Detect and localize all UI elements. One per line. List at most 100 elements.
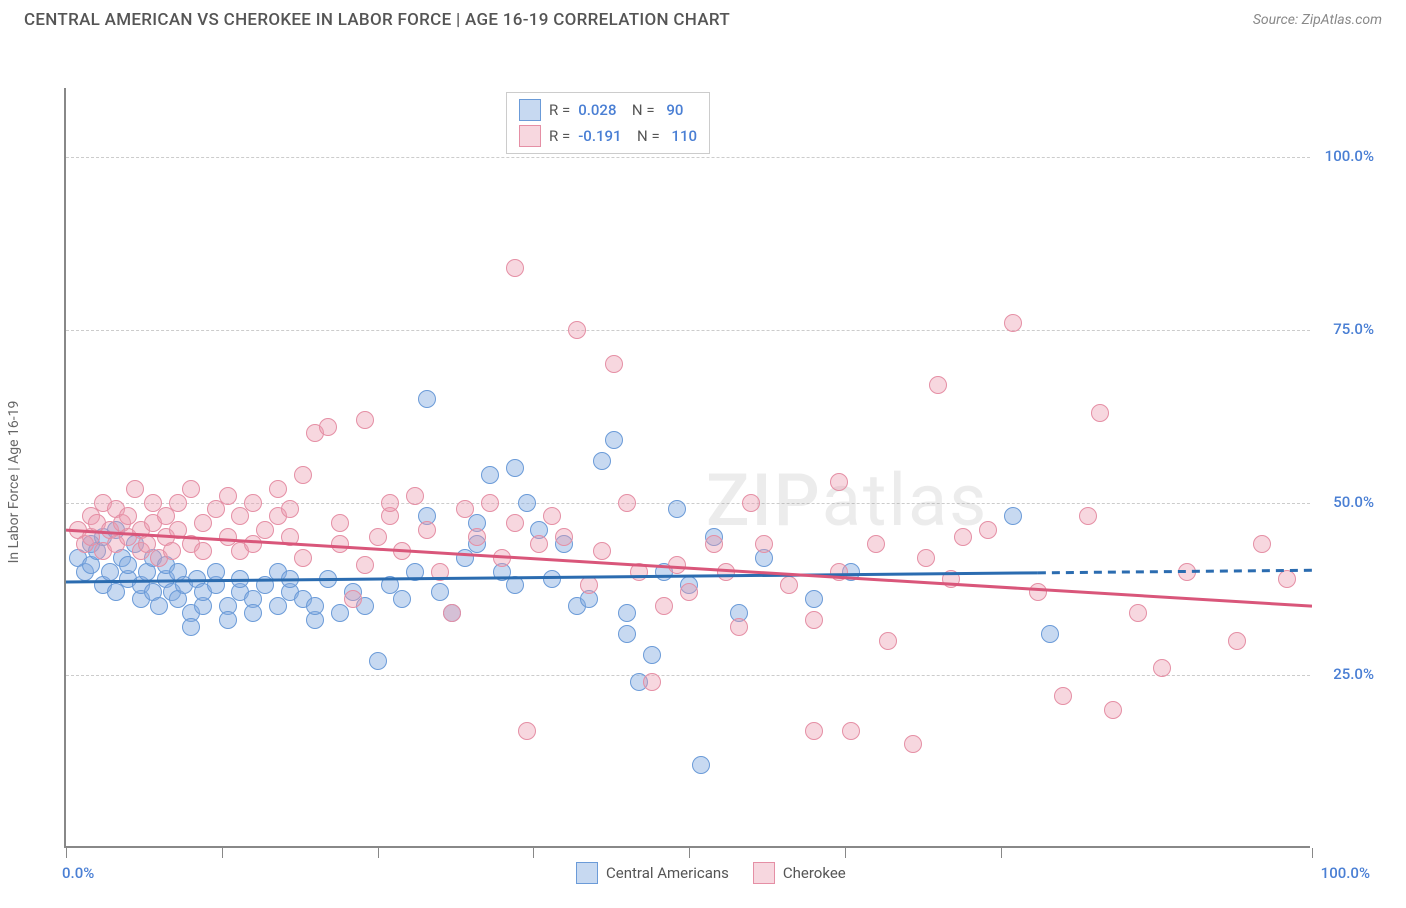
scatter-point [1228,632,1246,650]
scatter-point [1278,570,1296,588]
x-tick [845,848,846,858]
scatter-point [369,528,387,546]
scatter-point [306,597,324,615]
legend-row: R = 0.028 N = 90 [515,97,701,123]
series-name: Cherokee [783,864,846,882]
scatter-point [1004,507,1022,525]
scatter-point [618,494,636,512]
scatter-point [867,535,885,553]
scatter-point [1153,659,1171,677]
scatter-point [705,535,723,553]
x-tick-label: 0.0% [62,864,94,882]
scatter-point [630,563,648,581]
scatter-point [618,604,636,622]
scatter-point [244,494,262,512]
scatter-point [879,632,897,650]
scatter-point [319,570,337,588]
scatter-point [580,576,598,594]
n-label: N = [630,127,660,145]
scatter-point [443,604,461,622]
scatter-point [119,556,137,574]
gridline [66,675,1310,676]
scatter-point [1091,404,1109,422]
correlation-legend: R = 0.028 N = 90R = -0.191 N = 110 [506,92,710,154]
scatter-point [331,514,349,532]
scatter-point [655,597,673,615]
scatter-point [356,556,374,574]
scatter-point [344,590,362,608]
x-tick [533,848,534,858]
plot-area: 25.0%50.0%75.0%100.0%0.0%100.0%ZIPatlasR… [64,88,1310,848]
scatter-point [680,583,698,601]
scatter-point [169,494,187,512]
scatter-point [369,652,387,670]
y-tick-label: 25.0% [1333,665,1374,683]
scatter-point [269,480,287,498]
legend-item: Central Americans [576,862,729,884]
n-value: 110 [668,127,697,145]
scatter-point [780,576,798,594]
scatter-point [456,500,474,518]
scatter-point [182,618,200,636]
series-legend: Central Americans Cherokee [576,862,846,884]
scatter-point [182,480,200,498]
scatter-point [150,597,168,615]
scatter-point [954,528,972,546]
scatter-point [231,570,249,588]
scatter-point [1079,507,1097,525]
scatter-point [381,494,399,512]
scatter-point [281,528,299,546]
x-tick-label: 100.0% [1321,864,1370,882]
scatter-point [281,570,299,588]
scatter-point [979,521,997,539]
scatter-point [244,535,262,553]
n-value: 90 [663,101,684,119]
x-tick [66,848,67,858]
legend-swatch [519,125,541,147]
scatter-point [219,487,237,505]
scatter-point [942,570,960,588]
scatter-point [805,611,823,629]
scatter-point [568,321,586,339]
y-tick-label: 100.0% [1325,147,1374,165]
scatter-point [755,535,773,553]
scatter-point [256,521,274,539]
scatter-point [506,514,524,532]
scatter-point [1029,583,1047,601]
scatter-point [244,604,262,622]
scatter-point [1178,563,1196,581]
scatter-point [605,355,623,373]
scatter-point [331,604,349,622]
y-axis-label: In Labor Force | Age 16-19 [6,401,22,564]
scatter-point [126,480,144,498]
scatter-point [406,563,424,581]
scatter-point [917,549,935,567]
n-label: N = [624,101,654,119]
scatter-point [1054,687,1072,705]
scatter-point [668,556,686,574]
x-tick [1001,848,1002,858]
scatter-point [194,514,212,532]
scatter-point [830,563,848,581]
scatter-point [618,625,636,643]
scatter-point [543,507,561,525]
gridline [66,157,1310,158]
x-tick [378,848,379,858]
scatter-point [555,528,573,546]
scatter-point [1104,701,1122,719]
scatter-point [393,590,411,608]
scatter-point [431,583,449,601]
scatter-point [431,563,449,581]
scatter-point [593,452,611,470]
y-tick-label: 75.0% [1333,320,1374,338]
scatter-point [1253,535,1271,553]
scatter-point [904,735,922,753]
scatter-point [281,500,299,518]
scatter-point [1041,625,1059,643]
scatter-point [842,722,860,740]
scatter-point [605,431,623,449]
x-tick [222,848,223,858]
r-value: 0.028 [578,101,616,119]
scatter-point [256,576,274,594]
scatter-point [219,611,237,629]
